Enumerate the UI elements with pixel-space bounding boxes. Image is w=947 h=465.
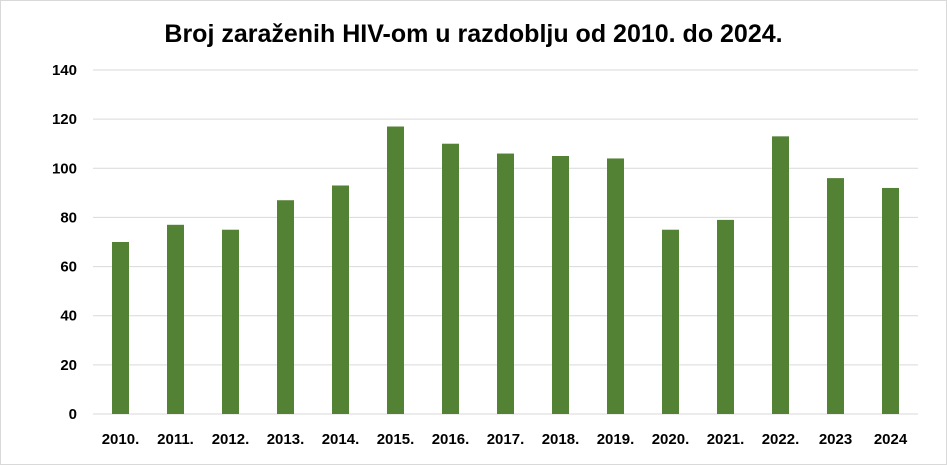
- x-tick-label: 2019.: [597, 431, 635, 448]
- bar-2010: [112, 242, 129, 414]
- x-tick-label: 2017.: [487, 431, 525, 448]
- bar-2023: [827, 178, 844, 414]
- bar-layer: [112, 126, 899, 415]
- x-tick-label: 2020.: [652, 431, 690, 448]
- y-tick-label: 100: [52, 160, 77, 177]
- y-tick-label: 120: [52, 111, 77, 128]
- bar-2012: [222, 229, 239, 414]
- bar-2017: [497, 153, 514, 415]
- x-tick-label: 2023: [819, 431, 852, 448]
- y-tick-label: 80: [60, 209, 77, 226]
- x-tick-label: 2014.: [322, 431, 360, 448]
- y-tick-label: 0: [69, 406, 77, 423]
- bar-2020: [662, 229, 679, 414]
- bar-2019: [607, 158, 624, 414]
- x-tick-label: 2010.: [102, 431, 140, 448]
- x-tick-label: 2018.: [542, 431, 580, 448]
- x-tick-label: 2012.: [212, 431, 250, 448]
- x-tick-label: 2013.: [267, 431, 305, 448]
- y-tick-label: 40: [60, 308, 77, 325]
- y-tick-label: 60: [60, 259, 77, 276]
- x-tick-label: 2021.: [707, 431, 745, 448]
- bar-2011: [167, 224, 184, 414]
- bar-2024: [882, 187, 899, 414]
- bar-2022: [772, 136, 789, 415]
- x-tick-label: 2015.: [377, 431, 415, 448]
- x-tick-label: 2022.: [762, 431, 800, 448]
- bar-2016: [442, 143, 459, 414]
- x-axis-ticks: 2010. 2011. 2012. 2013. 2014. 2015. 2016. 2017.…: [102, 431, 908, 448]
- y-tick-label: 140: [52, 62, 77, 79]
- x-tick-label: 2016.: [432, 431, 470, 448]
- x-tick-label: 2011.: [157, 431, 194, 448]
- bar-2013: [277, 200, 294, 414]
- x-tick-label: 2024: [874, 431, 908, 448]
- bar-2014: [332, 185, 349, 414]
- bar-2018: [552, 156, 569, 414]
- y-axis-ticks: 0 20 40 60 80 100 120 140: [52, 62, 77, 423]
- y-tick-label: 20: [60, 357, 77, 374]
- bar-2015: [387, 126, 404, 414]
- bar-2021: [717, 219, 734, 414]
- chart-title: Broj zaraženih HIV-om u razdoblju od 201…: [164, 20, 783, 48]
